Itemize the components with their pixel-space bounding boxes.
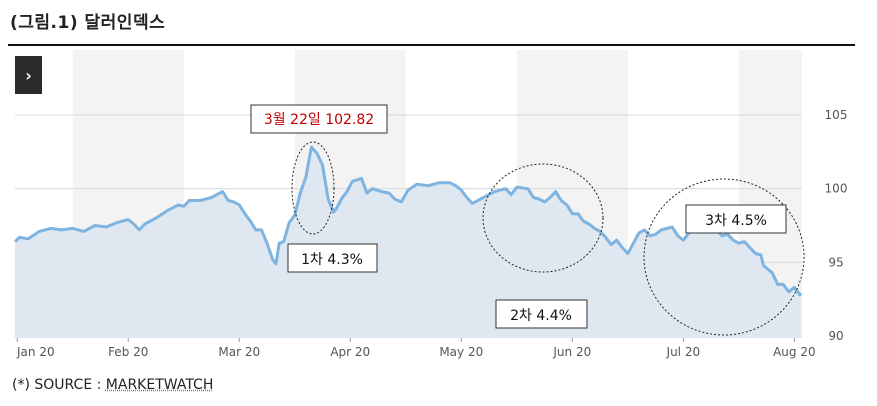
source-value: MARKETWATCH [105, 377, 214, 393]
x-tick-labels: Jan 20 Feb 20 Mar 20 Apr 20 May 20 Jun 20 Jul … [16, 338, 816, 359]
y-tick-label: 100 [825, 182, 848, 196]
drop-annotation-2: 2차 4.4% [495, 299, 588, 329]
drop-label-2: 2차 4.4% [510, 308, 572, 324]
x-tick-label: Jul 20 [666, 345, 701, 359]
x-tick-label: Feb 20 [108, 345, 148, 359]
drop-annotation-3: 3차 4.5% [685, 204, 787, 234]
peak-annotation: 3월 22일 102.82 [250, 104, 388, 134]
title-divider [8, 44, 855, 46]
source-prefix: (*) SOURCE : [12, 377, 106, 393]
y-tick-label: 105 [825, 108, 848, 122]
drop-circle-1 [291, 141, 335, 235]
x-tick-label: Aug 20 [773, 345, 816, 359]
drop-annotation-1: 1차 4.3% [287, 243, 378, 273]
y-tick-label: 95 [828, 255, 843, 269]
drop-circle-2 [482, 163, 604, 273]
x-tick-label: Apr 20 [330, 345, 370, 359]
x-tick-label: Jan 20 [16, 345, 55, 359]
drop-label-3: 3차 4.5% [705, 213, 767, 229]
area-fill [15, 147, 801, 338]
x-tick-label: Mar 20 [218, 345, 260, 359]
y-tick-label: 90 [828, 329, 843, 343]
chevron-right-icon: › [25, 65, 32, 85]
y-tick-labels: 90 95 100 105 [825, 108, 848, 343]
figure-title: (그림.1) 달러인덱스 [10, 13, 166, 33]
peak-label: 3월 22일 102.82 [264, 112, 374, 128]
x-tick-label: Jun 20 [552, 345, 591, 359]
drop-circle-3 [643, 178, 805, 336]
x-tick-label: May 20 [439, 345, 483, 359]
drop-label-1: 1차 4.3% [301, 252, 363, 268]
source-note: (*) SOURCE : MARKETWATCH [12, 377, 213, 393]
next-chevron-button[interactable]: › [15, 56, 42, 94]
